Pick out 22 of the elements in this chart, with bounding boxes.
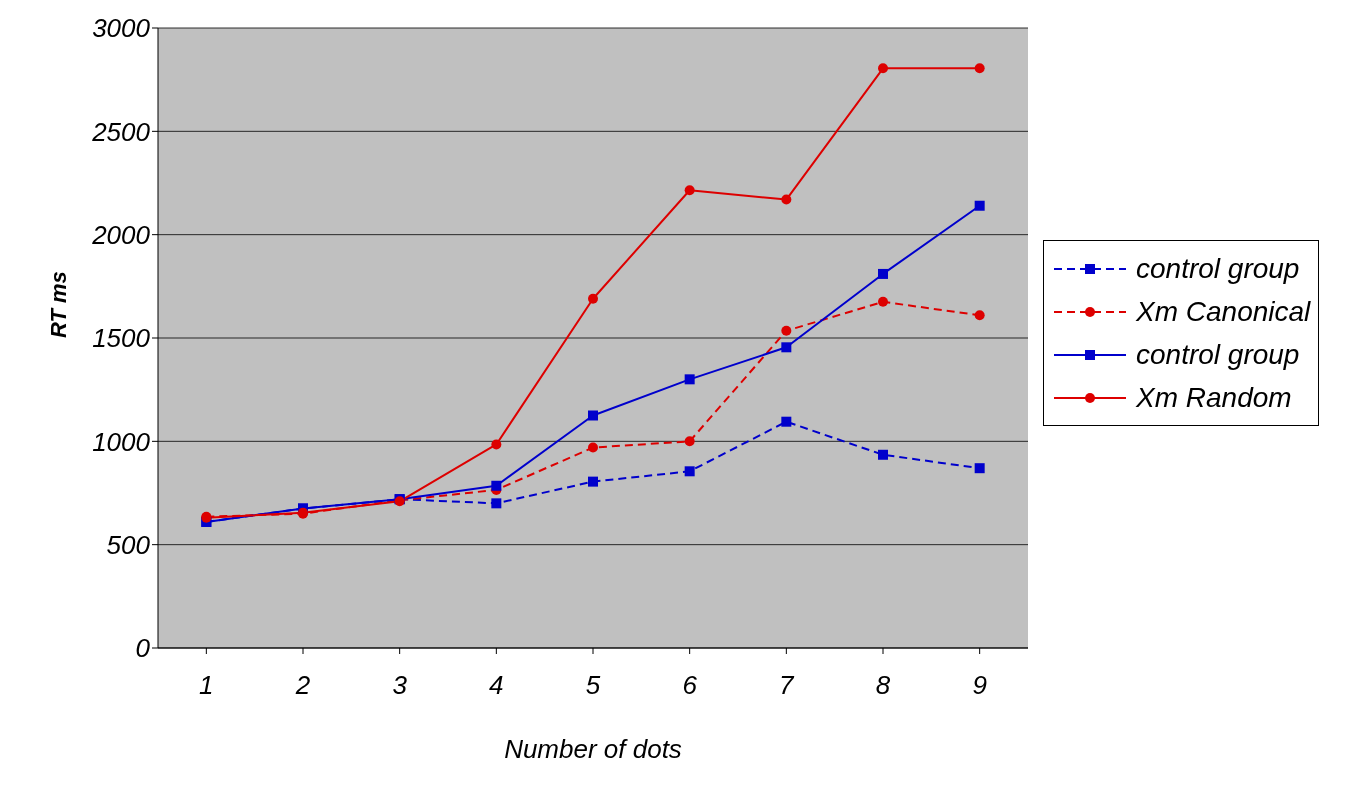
x-tick-label: 2 xyxy=(294,670,311,701)
legend-label: Xm Canonical xyxy=(1136,295,1311,328)
y-tick-label: 0 xyxy=(135,633,151,664)
y-tick-label: 500 xyxy=(106,529,151,560)
y-tick-label: 2000 xyxy=(91,219,151,250)
y-axis-title: RT ms xyxy=(45,271,71,338)
y-tick-label: 1500 xyxy=(92,323,151,354)
x-tick-label: 7 xyxy=(779,670,796,701)
y-tick-label: 2500 xyxy=(91,116,151,147)
x-tick-label: 3 xyxy=(392,670,408,701)
x-tick-label: 6 xyxy=(682,670,698,701)
x-tick-label: 8 xyxy=(875,670,891,701)
legend-label: control group xyxy=(1136,338,1300,371)
x-tick-label: 4 xyxy=(489,670,504,701)
y-tick-label: 1000 xyxy=(92,426,151,457)
x-tick-label: 9 xyxy=(972,670,987,701)
legend-label: Xm Random xyxy=(1136,381,1292,414)
x-tick-label: 5 xyxy=(585,670,601,701)
legend-label: control group xyxy=(1136,252,1300,285)
x-tick-label: 1 xyxy=(199,670,214,701)
y-tick-label: 3000 xyxy=(92,13,151,44)
x-axis-title: Number of dots xyxy=(504,734,682,764)
